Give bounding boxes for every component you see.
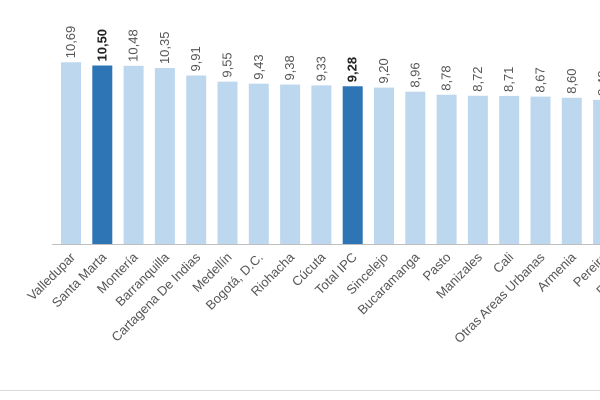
value-label-12: 8,78 — [439, 65, 454, 90]
value-label-0: 10,69 — [63, 26, 78, 59]
bar-14 — [499, 95, 520, 245]
value-label-11: 8,96 — [407, 62, 422, 87]
value-label-6: 9,43 — [251, 54, 266, 79]
value-label-13: 8,72 — [470, 66, 485, 91]
value-label-14: 8,71 — [501, 67, 516, 92]
value-label-7: 9,38 — [282, 55, 297, 80]
bar-13 — [467, 95, 488, 244]
bar-2 — [123, 65, 144, 244]
bar-4 — [186, 75, 207, 244]
bar-0 — [61, 62, 81, 244]
bar-6 — [248, 83, 269, 244]
bar-11 — [405, 91, 426, 245]
value-label-5: 9,55 — [220, 52, 235, 77]
bottom-divider — [0, 390, 600, 391]
value-label-9: 9,28 — [345, 57, 360, 82]
value-label-2: 10,48 — [126, 29, 141, 62]
value-label-8: 9,33 — [313, 56, 328, 81]
value-label-4: 9,91 — [188, 46, 203, 71]
value-label-10: 9,20 — [376, 58, 391, 83]
value-label-15: 8,67 — [533, 67, 548, 92]
bar-5 — [217, 81, 238, 245]
category-label-14: Cali — [490, 249, 517, 276]
value-label-17: 8,48 — [595, 71, 600, 96]
value-labels-group: 10,69 10,50 10,48 10,35 9,91 9,55 9,43 9,38 9,33… — [63, 26, 600, 96]
bar-8 — [311, 85, 332, 244]
value-label-1: 10,50 — [94, 29, 109, 62]
bar-9 — [342, 86, 363, 245]
bar-15 — [530, 96, 551, 244]
bar-12 — [436, 94, 457, 245]
bar-17 — [593, 99, 600, 244]
value-label-16: 8,60 — [564, 68, 579, 93]
bars-group — [61, 62, 600, 245]
value-label-3: 10,35 — [157, 32, 172, 65]
bar-1 — [92, 65, 113, 244]
bar-16 — [561, 97, 582, 244]
bar-7 — [280, 84, 301, 244]
bar-3 — [154, 68, 175, 244]
bar-10 — [374, 87, 394, 244]
